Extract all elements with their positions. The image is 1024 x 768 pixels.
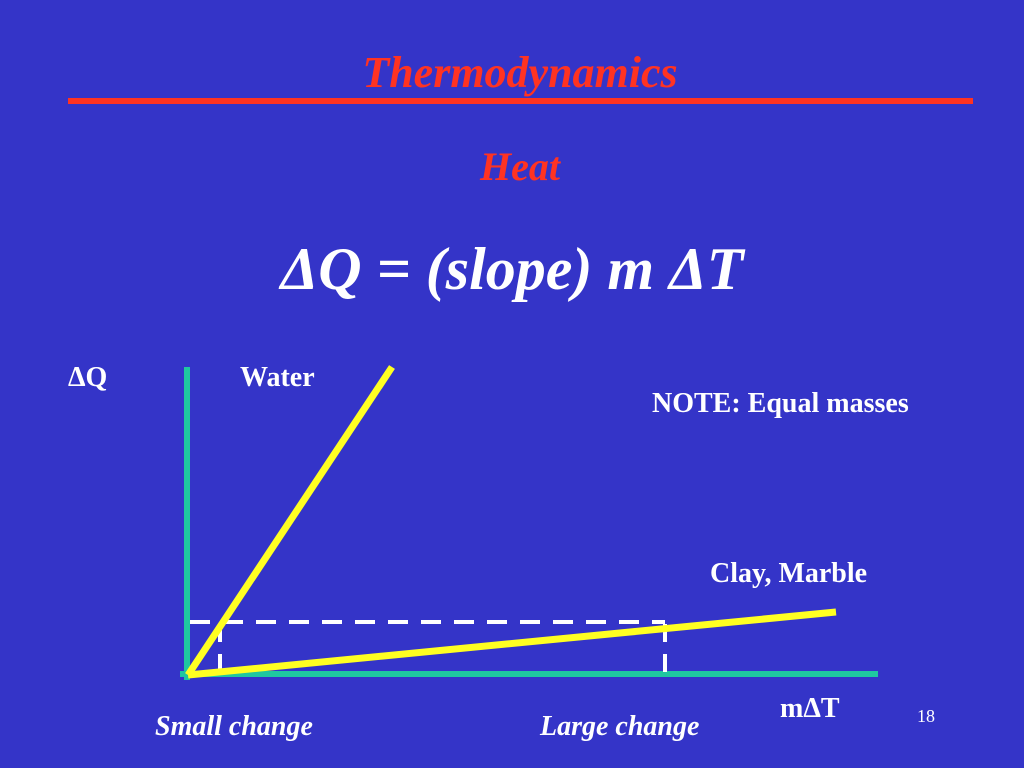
page-number: 18 bbox=[917, 706, 935, 726]
slide-title: Thermodynamics bbox=[362, 48, 678, 97]
small-change-label: Small change bbox=[155, 711, 313, 742]
title-underline bbox=[68, 98, 973, 104]
large-change-label: Large change bbox=[540, 711, 700, 742]
water-label: Water bbox=[240, 362, 315, 393]
clay-marble-label: Clay, Marble bbox=[710, 558, 868, 589]
note-text: NOTE: Equal masses bbox=[652, 388, 909, 419]
x-axis-label: mΔT bbox=[780, 693, 840, 724]
heat-equation: ΔQ = (slope) m ΔT bbox=[280, 236, 744, 302]
y-axis-label: ΔQ bbox=[68, 362, 108, 393]
clay-marble-line bbox=[187, 608, 837, 679]
water-line bbox=[185, 365, 395, 677]
slide-subtitle: Heat bbox=[480, 144, 560, 189]
